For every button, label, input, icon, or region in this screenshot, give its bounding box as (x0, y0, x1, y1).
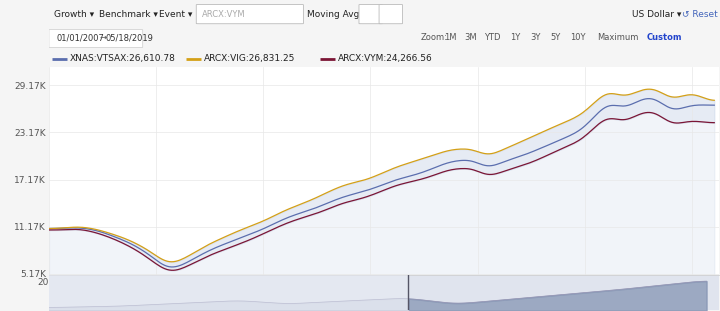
Text: 3Y: 3Y (531, 33, 541, 42)
FancyBboxPatch shape (379, 5, 402, 24)
FancyBboxPatch shape (49, 30, 143, 48)
Text: ARCX:VYM:24,266.56: ARCX:VYM:24,266.56 (338, 54, 432, 63)
Text: YTD: YTD (484, 33, 500, 42)
Text: 3M: 3M (464, 33, 477, 42)
Text: Zoom:: Zoom: (420, 33, 447, 42)
FancyBboxPatch shape (197, 5, 303, 24)
Text: Event ▾: Event ▾ (159, 10, 193, 19)
Text: →: → (99, 33, 106, 42)
Text: ↺ Reset: ↺ Reset (682, 10, 718, 19)
Text: Maximum: Maximum (597, 33, 638, 42)
Text: 01/01/2007: 01/01/2007 (57, 33, 105, 42)
Text: ARCX:VYM: ARCX:VYM (202, 10, 246, 19)
Text: Benchmark ▾: Benchmark ▾ (99, 10, 158, 19)
FancyBboxPatch shape (359, 5, 382, 24)
Text: Custom: Custom (647, 33, 683, 42)
Text: ARCX:VIG:26,831.25: ARCX:VIG:26,831.25 (204, 54, 295, 63)
Bar (49, 275, 408, 310)
Text: 10Y: 10Y (570, 33, 586, 42)
Text: US Dollar ▾: US Dollar ▾ (631, 10, 681, 19)
Text: 5Y: 5Y (551, 33, 561, 42)
Text: Growth ▾: Growth ▾ (54, 10, 94, 19)
Text: XNAS:VTSAX:26,610.78: XNAS:VTSAX:26,610.78 (70, 54, 176, 63)
Text: Moving Avg: Moving Avg (307, 10, 359, 19)
Text: 1Y: 1Y (510, 33, 521, 42)
Text: 1M: 1M (444, 33, 456, 42)
Text: 05/18/2019: 05/18/2019 (106, 33, 154, 42)
